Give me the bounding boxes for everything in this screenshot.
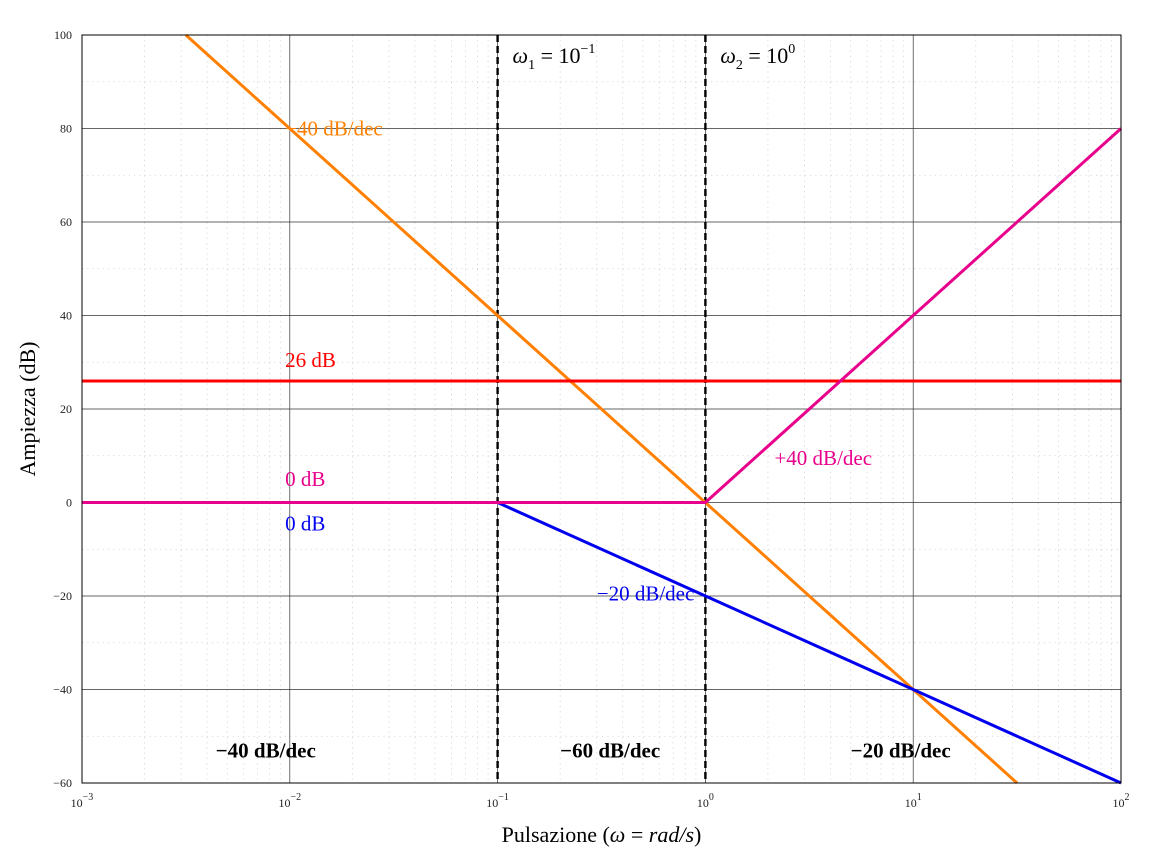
y-tick-label: 20: [60, 402, 72, 416]
series-group: [82, 33, 1123, 785]
region-label-minus20: −20 dB/dec: [851, 738, 951, 762]
x-tick-label: 10−2: [278, 792, 301, 810]
annotations: −40 dB/dec 26 dB 0 dB 0 dB −20 dB/dec +40 dB/…: [216, 117, 951, 763]
region-label-minus60: −60 dB/dec: [560, 738, 660, 762]
y-tick-label: −40: [53, 683, 72, 697]
orange-series-line: [184, 33, 1019, 785]
x-tick-label: 100: [697, 792, 714, 810]
y-tick-label: 100: [54, 28, 72, 42]
corner-frequency-lines: [496, 35, 707, 783]
omega-labels: ω1 = 10−1 ω2 = 100: [513, 42, 796, 73]
label-minus40-orange: −40 dB/dec: [285, 117, 383, 141]
y-tick-label: 40: [60, 309, 72, 323]
x-tick-label: 10−1: [486, 792, 509, 810]
x-tick-labels: 10−3 10−2 10−1 100 101 102: [71, 792, 1130, 810]
y-tick-label: 0: [66, 496, 72, 510]
omega2-label: ω2 = 100: [720, 42, 795, 73]
x-axis-title: Pulsazione (ω = rad/s): [502, 822, 702, 847]
x-tick-label: 102: [1113, 792, 1130, 810]
y-tick-label: −60: [53, 776, 72, 790]
omega1-label: ω1 = 10−1: [513, 42, 596, 73]
label-0db-pink: 0 dB: [285, 467, 325, 491]
label-plus40-pink: +40 dB/dec: [774, 446, 872, 470]
label-minus20-blue: −20 dB/dec: [597, 582, 695, 606]
magenta-series-line: [82, 127, 1123, 504]
y-tick-label: −20: [53, 589, 72, 603]
y-axis-title: Ampiezza (dB): [15, 342, 40, 477]
label-0db-blue: 0 dB: [285, 512, 325, 536]
region-label-minus40: −40 dB/dec: [216, 738, 316, 762]
x-tick-label: 10−3: [71, 792, 94, 810]
x-tick-label: 101: [905, 792, 922, 810]
plot-frame: [81, 34, 1122, 784]
y-tick-labels: 100 80 60 40 20 0 −20 −40 −60: [53, 28, 72, 790]
y-tick-label: 60: [60, 215, 72, 229]
label-26db: 26 dB: [285, 348, 336, 372]
y-tick-label: 80: [60, 122, 72, 136]
